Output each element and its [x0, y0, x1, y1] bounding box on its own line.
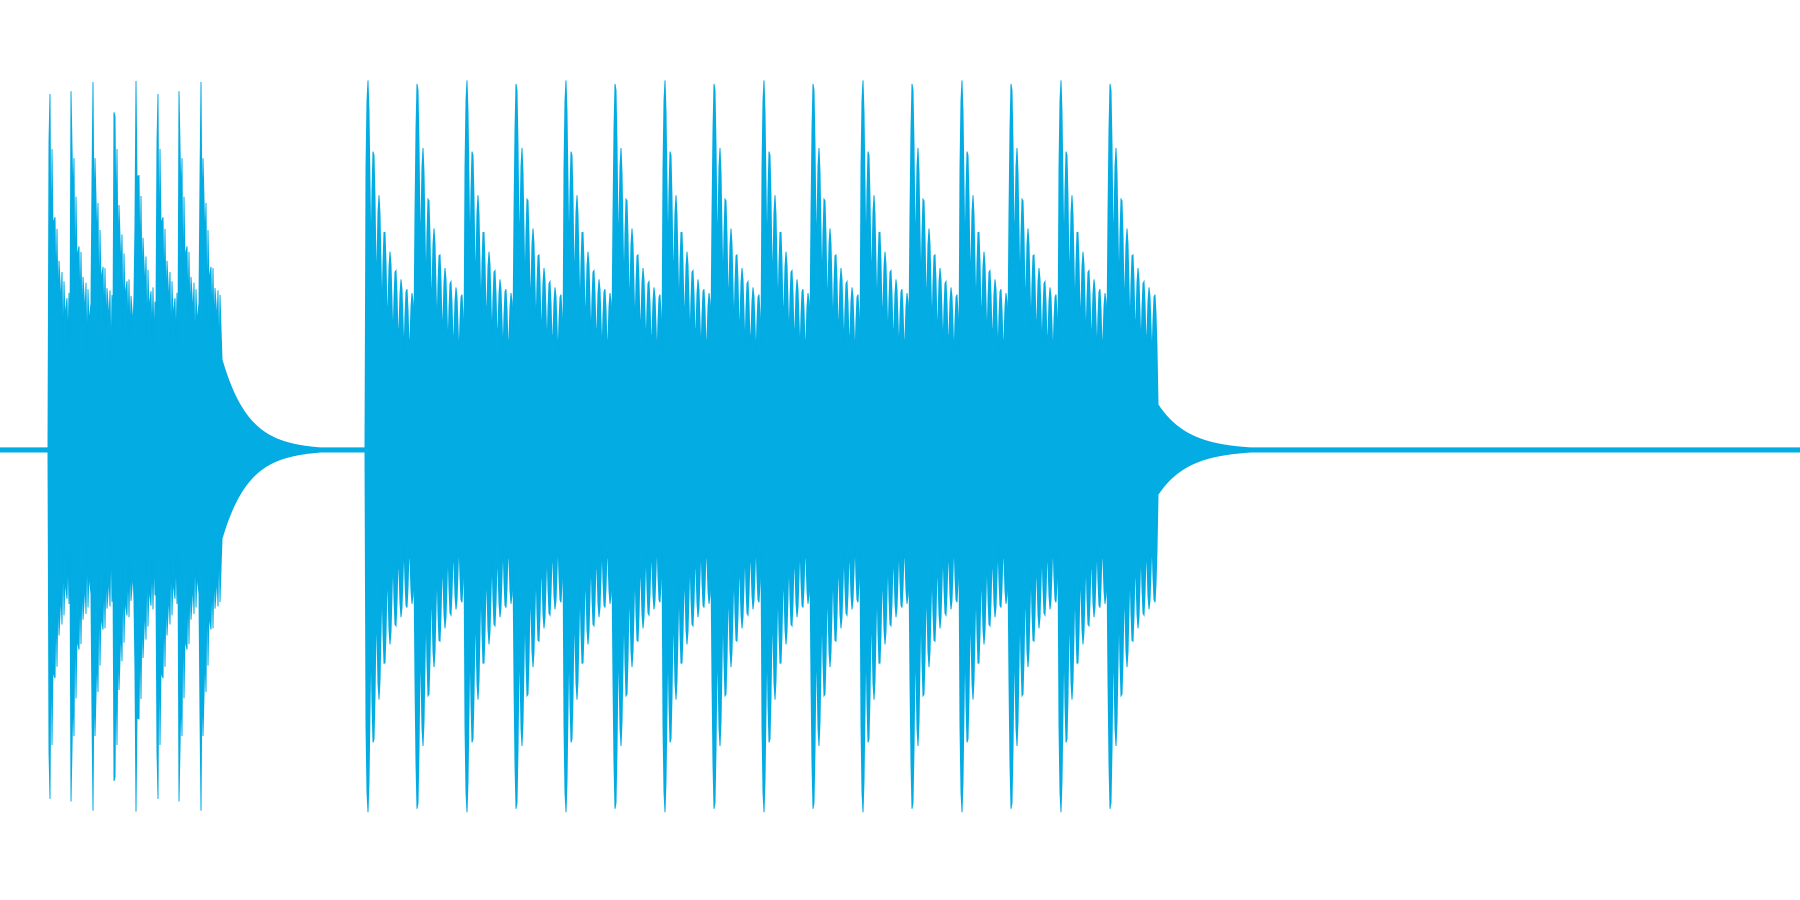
waveform-envelope	[0, 80, 1800, 813]
